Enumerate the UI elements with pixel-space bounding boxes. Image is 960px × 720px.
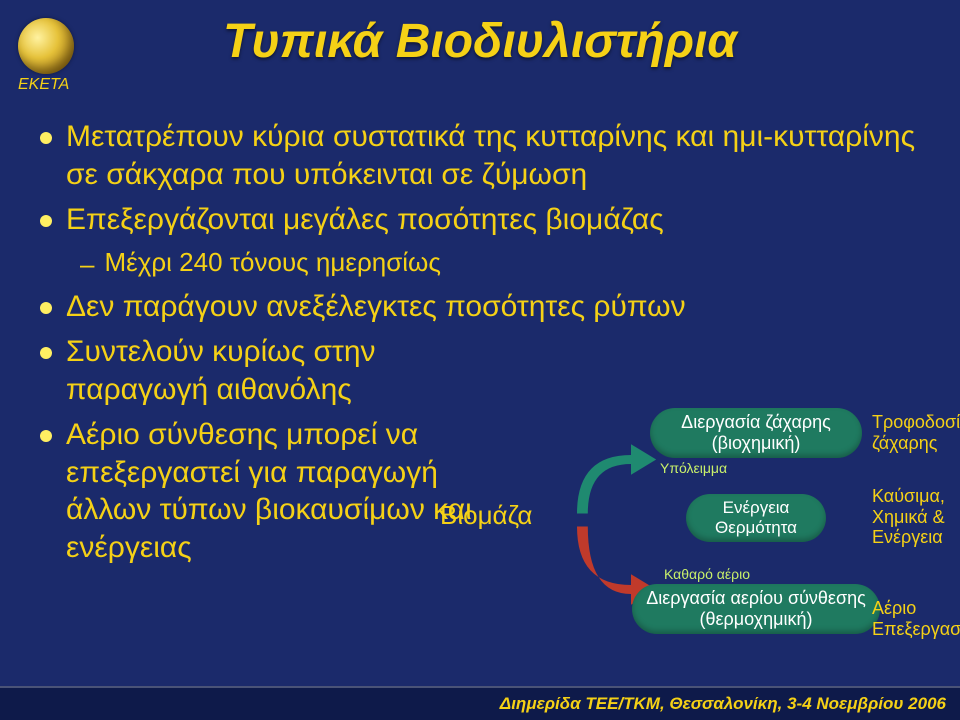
bullet-text: Συντελούν κυρίως στην παραγωγή αιθανόλης [66, 333, 486, 408]
bullet-text: Αέριο σύνθεσης μπορεί να επεξεργαστεί γι… [66, 416, 486, 566]
side-label-gas: Αέριο Επεξεργασμένο [872, 598, 960, 639]
bullet-text: Δεν παράγουν ανεξέλεγκτες ποσότητες ρύπω… [66, 288, 686, 326]
bullet-dot-icon [40, 215, 52, 227]
bullet-level1: Μετατρέπουν κύρια συστατικά της κυτταρίν… [40, 118, 920, 193]
side-label-sugar: Τροφοδοσία ζάχαρης [872, 412, 960, 453]
logo-text: EKETA [18, 76, 69, 94]
pill-sugar-line2: (βιοχημική) [650, 433, 862, 454]
pill-energy: Ενέργεια Θερμότητα [686, 494, 826, 542]
slide-title: Τυπικά Βιοδιυλιστήρια [0, 14, 960, 69]
bullet-dot-icon [40, 347, 52, 359]
biorefinery-diagram: Βιομάζα Διεργασία ζάχαρης (βιοχημική) Υπ… [440, 398, 940, 658]
bullet-dot-icon [40, 430, 52, 442]
pill-syngas-process: Διεργασία αερίου σύνθεσης (θερμοχημική) [632, 584, 880, 634]
footer-text: Διημερίδα ΤΕΕ/ΤΚΜ, Θεσσαλονίκη, 3-4 Νοεμ… [0, 686, 960, 720]
slide-root: EKETA Τυπικά Βιοδιυλιστήρια Μετατρέπουν … [0, 0, 960, 720]
pill-sugar-process: Διεργασία ζάχαρης (βιοχημική) [650, 408, 862, 458]
bullet-dot-icon [40, 132, 52, 144]
pill-sugar-line1: Διεργασία ζάχαρης [650, 412, 862, 433]
bullet-dot-icon [40, 302, 52, 314]
bullet-level1: Δεν παράγουν ανεξέλεγκτες ποσότητες ρύπω… [40, 288, 920, 326]
side-label-fuel: Καύσιμα, Χημικά & Ενέργεια [872, 486, 945, 548]
dash-icon: – [80, 249, 94, 280]
bullet-text: Μετατρέπουν κύρια συστατικά της κυτταρίν… [66, 118, 920, 193]
pill-energy-line1: Ενέργεια [686, 498, 826, 518]
bullet-text: Μέχρι 240 τόνους ημερησίως [104, 247, 440, 278]
pill-syngas-line2: (θερμοχημική) [632, 609, 880, 630]
pill-energy-line2: Θερμότητα [686, 518, 826, 538]
residue-label: Υπόλειμμα [660, 460, 727, 476]
bullet-level1: Συντελούν κυρίως στην παραγωγή αιθανόλης [40, 333, 920, 408]
biomass-label: Βιομάζα [440, 500, 532, 531]
clean-gas-label: Καθαρό αέριο [664, 566, 750, 582]
arrow-up-icon [568, 428, 658, 518]
pill-syngas-line1: Διεργασία αερίου σύνθεσης [632, 588, 880, 609]
bullet-level2: –Μέχρι 240 τόνους ημερησίως [80, 247, 920, 280]
bullet-level1: Επεξεργάζονται μεγάλες ποσότητες βιομάζα… [40, 201, 920, 239]
bullet-text: Επεξεργάζονται μεγάλες ποσότητες βιομάζα… [66, 201, 664, 239]
